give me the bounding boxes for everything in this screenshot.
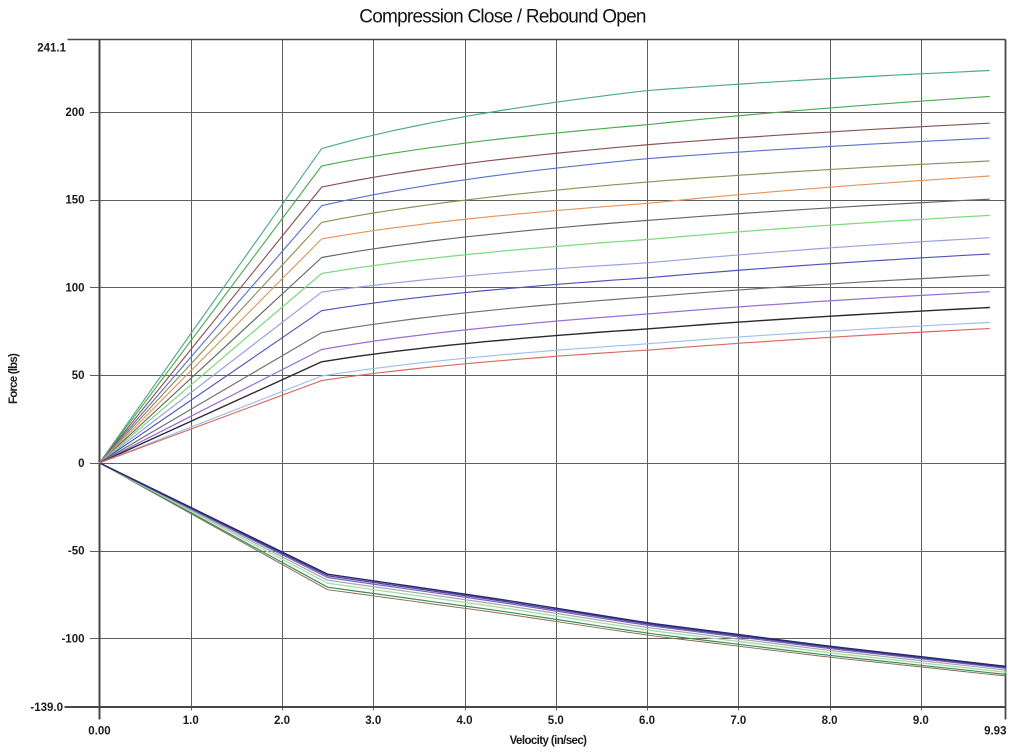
- svg-text:7.0: 7.0: [730, 715, 746, 727]
- svg-text:100: 100: [65, 282, 84, 294]
- svg-text:200: 200: [65, 107, 84, 119]
- svg-text:1.0: 1.0: [183, 715, 199, 727]
- svg-text:9.93: 9.93: [984, 725, 1006, 737]
- svg-text:Compression Close / Rebound Op: Compression Close / Rebound Open: [359, 7, 646, 28]
- svg-text:50: 50: [72, 370, 85, 382]
- svg-text:-139.0: -139.0: [30, 702, 63, 714]
- svg-text:3.0: 3.0: [365, 715, 381, 727]
- svg-text:0.00: 0.00: [88, 725, 110, 737]
- svg-text:0: 0: [78, 458, 84, 470]
- svg-text:241.1: 241.1: [37, 43, 66, 55]
- svg-text:-50: -50: [68, 546, 85, 558]
- svg-text:5.0: 5.0: [548, 715, 564, 727]
- svg-text:8.0: 8.0: [822, 715, 838, 727]
- svg-text:Force (lbs): Force (lbs): [8, 353, 20, 404]
- svg-text:4.0: 4.0: [457, 715, 473, 727]
- svg-text:2.0: 2.0: [274, 715, 290, 727]
- svg-text:150: 150: [65, 195, 84, 207]
- svg-text:6.0: 6.0: [639, 715, 655, 727]
- svg-text:Velocity (in/sec): Velocity (in/sec): [510, 735, 587, 747]
- svg-text:-100: -100: [61, 633, 84, 645]
- svg-text:9.0: 9.0: [913, 715, 929, 727]
